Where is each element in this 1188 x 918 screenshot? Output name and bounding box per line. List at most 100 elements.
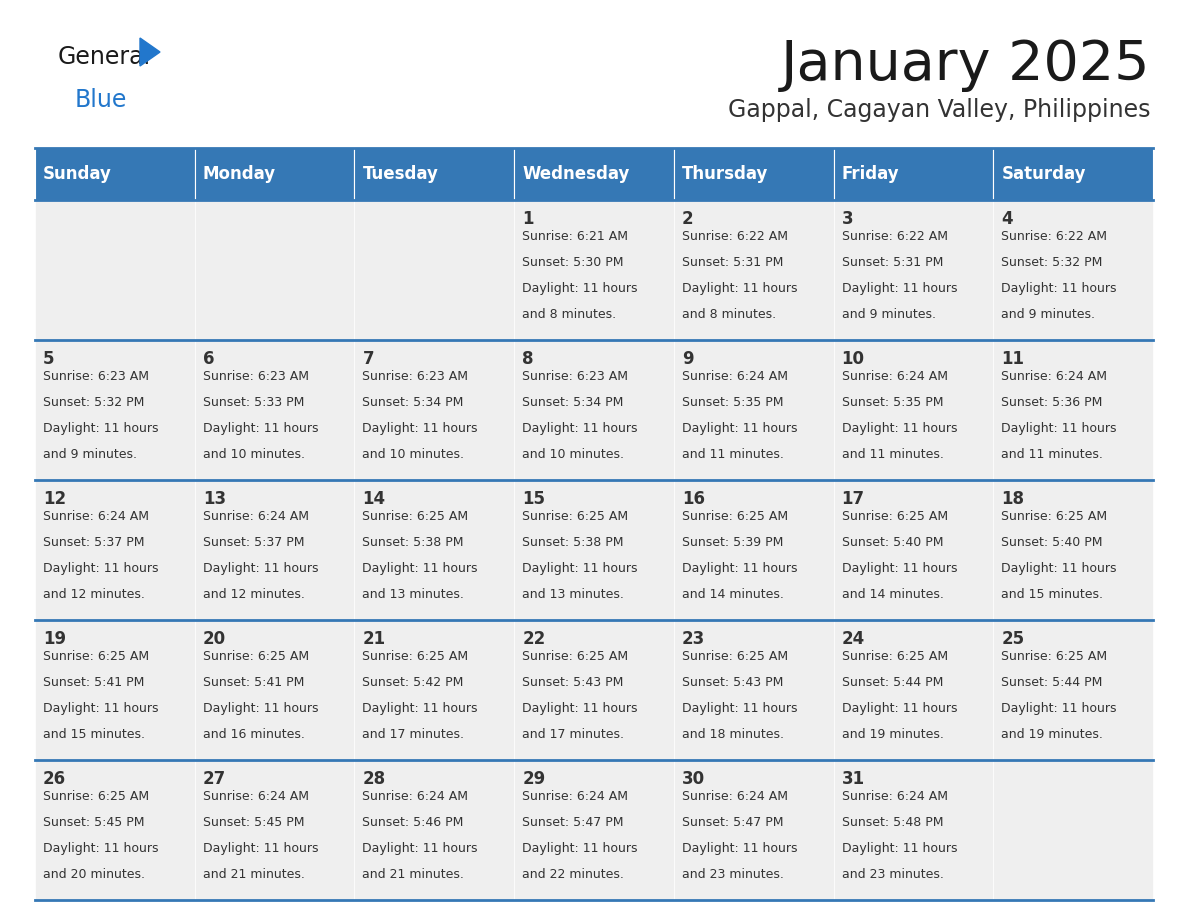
Text: Sunset: 5:46 PM: Sunset: 5:46 PM xyxy=(362,816,463,829)
Text: Sunset: 5:31 PM: Sunset: 5:31 PM xyxy=(841,256,943,269)
Text: Daylight: 11 hours: Daylight: 11 hours xyxy=(682,701,797,715)
Text: Sunset: 5:38 PM: Sunset: 5:38 PM xyxy=(362,536,465,549)
Text: and 13 minutes.: and 13 minutes. xyxy=(362,588,465,600)
Text: 23: 23 xyxy=(682,630,706,648)
Bar xyxy=(993,148,1154,200)
Bar xyxy=(993,620,1154,760)
Text: Sunrise: 6:25 AM: Sunrise: 6:25 AM xyxy=(362,650,468,663)
Text: and 18 minutes.: and 18 minutes. xyxy=(682,728,784,741)
Text: and 23 minutes.: and 23 minutes. xyxy=(682,868,784,880)
Bar xyxy=(195,340,354,480)
Text: and 9 minutes.: and 9 minutes. xyxy=(43,448,137,461)
Text: Daylight: 11 hours: Daylight: 11 hours xyxy=(362,421,478,435)
Text: 26: 26 xyxy=(43,770,67,788)
Text: 25: 25 xyxy=(1001,630,1024,648)
Text: Sunset: 5:34 PM: Sunset: 5:34 PM xyxy=(362,396,463,409)
Text: Sunset: 5:34 PM: Sunset: 5:34 PM xyxy=(523,396,624,409)
Text: Blue: Blue xyxy=(75,88,127,112)
Text: 8: 8 xyxy=(523,350,533,368)
Text: Sunrise: 6:25 AM: Sunrise: 6:25 AM xyxy=(841,650,948,663)
Text: Sunrise: 6:25 AM: Sunrise: 6:25 AM xyxy=(682,650,788,663)
Text: 18: 18 xyxy=(1001,490,1024,508)
Bar xyxy=(195,480,354,620)
Text: 27: 27 xyxy=(203,770,226,788)
Text: Sunrise: 6:23 AM: Sunrise: 6:23 AM xyxy=(43,370,148,383)
Text: Daylight: 11 hours: Daylight: 11 hours xyxy=(203,562,318,575)
Text: 7: 7 xyxy=(362,350,374,368)
Text: Daylight: 11 hours: Daylight: 11 hours xyxy=(841,421,958,435)
Text: Daylight: 11 hours: Daylight: 11 hours xyxy=(203,842,318,855)
Text: Sunset: 5:31 PM: Sunset: 5:31 PM xyxy=(682,256,783,269)
Text: Sunset: 5:47 PM: Sunset: 5:47 PM xyxy=(523,816,624,829)
Bar xyxy=(354,340,514,480)
Polygon shape xyxy=(140,38,160,66)
Text: Sunrise: 6:25 AM: Sunrise: 6:25 AM xyxy=(43,790,150,803)
Text: Sunset: 5:43 PM: Sunset: 5:43 PM xyxy=(682,676,783,688)
Text: 28: 28 xyxy=(362,770,386,788)
Text: and 21 minutes.: and 21 minutes. xyxy=(203,868,304,880)
Text: Sunrise: 6:25 AM: Sunrise: 6:25 AM xyxy=(682,510,788,523)
Text: and 11 minutes.: and 11 minutes. xyxy=(682,448,784,461)
Bar xyxy=(195,148,354,200)
Text: Sunset: 5:44 PM: Sunset: 5:44 PM xyxy=(841,676,943,688)
Text: Sunrise: 6:22 AM: Sunrise: 6:22 AM xyxy=(841,230,948,243)
Text: and 21 minutes.: and 21 minutes. xyxy=(362,868,465,880)
Text: 3: 3 xyxy=(841,210,853,228)
Text: Sunset: 5:35 PM: Sunset: 5:35 PM xyxy=(682,396,783,409)
Text: 29: 29 xyxy=(523,770,545,788)
Bar xyxy=(674,760,834,900)
Text: Sunrise: 6:25 AM: Sunrise: 6:25 AM xyxy=(43,650,150,663)
Text: and 15 minutes.: and 15 minutes. xyxy=(43,728,145,741)
Text: January 2025: January 2025 xyxy=(781,38,1150,92)
Text: Daylight: 11 hours: Daylight: 11 hours xyxy=(43,562,158,575)
Text: Daylight: 11 hours: Daylight: 11 hours xyxy=(523,842,638,855)
Bar xyxy=(993,480,1154,620)
Text: and 23 minutes.: and 23 minutes. xyxy=(841,868,943,880)
Text: Daylight: 11 hours: Daylight: 11 hours xyxy=(362,562,478,575)
Text: Sunrise: 6:21 AM: Sunrise: 6:21 AM xyxy=(523,230,628,243)
Bar xyxy=(514,760,674,900)
Text: Sunset: 5:41 PM: Sunset: 5:41 PM xyxy=(203,676,304,688)
Bar xyxy=(34,620,195,760)
Text: 5: 5 xyxy=(43,350,55,368)
Text: 22: 22 xyxy=(523,630,545,648)
Text: and 14 minutes.: and 14 minutes. xyxy=(841,588,943,600)
Text: and 15 minutes.: and 15 minutes. xyxy=(1001,588,1104,600)
Text: Sunrise: 6:24 AM: Sunrise: 6:24 AM xyxy=(841,790,948,803)
Bar xyxy=(834,760,993,900)
Text: Daylight: 11 hours: Daylight: 11 hours xyxy=(841,842,958,855)
Text: and 20 minutes.: and 20 minutes. xyxy=(43,868,145,880)
Text: Daylight: 11 hours: Daylight: 11 hours xyxy=(43,842,158,855)
Bar xyxy=(834,200,993,340)
Text: 11: 11 xyxy=(1001,350,1024,368)
Text: 24: 24 xyxy=(841,630,865,648)
Text: Sunset: 5:44 PM: Sunset: 5:44 PM xyxy=(1001,676,1102,688)
Text: Daylight: 11 hours: Daylight: 11 hours xyxy=(43,421,158,435)
Text: Sunrise: 6:25 AM: Sunrise: 6:25 AM xyxy=(523,650,628,663)
Text: Daylight: 11 hours: Daylight: 11 hours xyxy=(682,282,797,295)
Text: Sunset: 5:45 PM: Sunset: 5:45 PM xyxy=(43,816,145,829)
Bar xyxy=(34,200,195,340)
Text: 1: 1 xyxy=(523,210,533,228)
Text: and 12 minutes.: and 12 minutes. xyxy=(203,588,304,600)
Bar xyxy=(834,620,993,760)
Text: Sunset: 5:47 PM: Sunset: 5:47 PM xyxy=(682,816,783,829)
Text: Daylight: 11 hours: Daylight: 11 hours xyxy=(1001,701,1117,715)
Text: Daylight: 11 hours: Daylight: 11 hours xyxy=(682,562,797,575)
Text: Sunset: 5:37 PM: Sunset: 5:37 PM xyxy=(43,536,145,549)
Text: and 13 minutes.: and 13 minutes. xyxy=(523,588,624,600)
Text: 15: 15 xyxy=(523,490,545,508)
Text: and 19 minutes.: and 19 minutes. xyxy=(1001,728,1104,741)
Text: General: General xyxy=(58,45,151,69)
Text: Wednesday: Wednesday xyxy=(523,165,630,183)
Text: Sunset: 5:40 PM: Sunset: 5:40 PM xyxy=(841,536,943,549)
Text: Sunset: 5:40 PM: Sunset: 5:40 PM xyxy=(1001,536,1102,549)
Text: Sunrise: 6:24 AM: Sunrise: 6:24 AM xyxy=(203,790,309,803)
Bar xyxy=(993,200,1154,340)
Text: Tuesday: Tuesday xyxy=(362,165,438,183)
Text: Sunrise: 6:23 AM: Sunrise: 6:23 AM xyxy=(203,370,309,383)
Bar xyxy=(674,200,834,340)
Text: Sunrise: 6:25 AM: Sunrise: 6:25 AM xyxy=(1001,650,1107,663)
Bar xyxy=(354,200,514,340)
Text: 21: 21 xyxy=(362,630,386,648)
